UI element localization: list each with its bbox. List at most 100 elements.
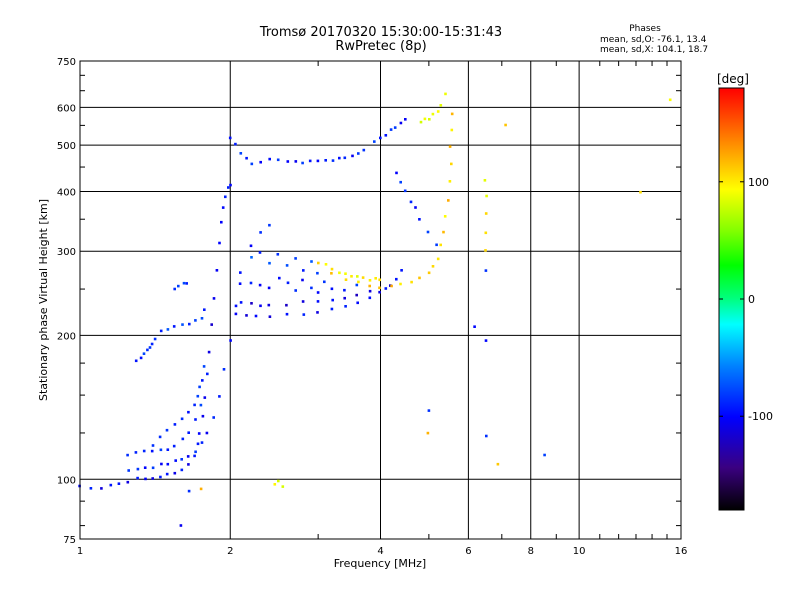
data-point — [180, 458, 183, 461]
data-point — [639, 190, 642, 194]
data-point — [127, 469, 130, 472]
data-point — [139, 356, 143, 360]
data-point — [136, 467, 140, 471]
data-point — [373, 140, 376, 143]
data-point — [435, 243, 438, 247]
colorbar-tick-label: 100 — [748, 176, 769, 189]
data-point — [390, 284, 393, 288]
data-point — [356, 301, 359, 305]
data-point — [316, 159, 320, 163]
data-point — [484, 212, 488, 215]
data-point — [378, 286, 381, 290]
data-point — [389, 128, 393, 131]
data-point — [384, 287, 388, 290]
data-point — [426, 431, 430, 435]
x-axis-label: Frequency [MHz] — [334, 557, 426, 570]
data-point — [276, 158, 280, 162]
data-point — [172, 325, 176, 328]
data-point — [414, 206, 417, 209]
data-point — [200, 441, 204, 444]
data-point — [144, 477, 147, 481]
data-point — [228, 136, 232, 140]
data-point — [193, 403, 196, 407]
data-point — [234, 142, 237, 146]
data-point — [224, 195, 227, 199]
data-point — [229, 339, 232, 342]
data-point — [448, 145, 452, 148]
y-tick-label: 200 — [57, 331, 76, 342]
data-point — [344, 272, 347, 275]
data-point — [368, 279, 372, 282]
data-point — [249, 281, 253, 285]
data-point — [323, 280, 326, 284]
plot-frame — [79, 60, 682, 540]
data-point — [276, 253, 280, 256]
x-tick-label: 10 — [573, 546, 586, 557]
data-point — [173, 287, 176, 291]
chart-title: Tromsø 20170320 15:30:00-15:31:43 — [259, 25, 503, 40]
data-point — [134, 359, 138, 363]
y-tick-label: 600 — [57, 103, 76, 114]
data-point — [450, 162, 453, 166]
data-point — [259, 304, 262, 308]
data-point — [485, 194, 488, 198]
data-point — [166, 448, 170, 451]
data-point — [158, 435, 162, 439]
phases-heading: Phases — [629, 24, 661, 34]
data-point — [179, 524, 183, 527]
data-point — [126, 453, 129, 457]
data-point — [173, 423, 177, 426]
data-point — [285, 303, 288, 307]
data-point — [205, 431, 209, 435]
y-axis-label: Stationary phase Virtual Height [km] — [37, 199, 50, 401]
grid-lines — [79, 60, 682, 540]
axis-ticks: 1 2 4 6 8 10 16 75 100 200 300 400 500 600 750 — [57, 57, 687, 557]
data-point — [428, 118, 431, 121]
data-point — [285, 264, 289, 267]
y-tick-label: 75 — [63, 535, 76, 546]
data-point — [187, 463, 190, 466]
data-point — [146, 348, 149, 352]
data-point — [368, 289, 372, 293]
data-point — [427, 271, 431, 275]
data-point — [136, 476, 139, 480]
data-point — [330, 267, 334, 271]
data-point — [181, 323, 184, 326]
data-point — [310, 286, 313, 290]
data-point — [324, 263, 328, 266]
chart-subtitle: RwPretec (8p) — [335, 39, 427, 54]
data-point — [310, 260, 313, 263]
data-point — [188, 322, 191, 326]
data-point — [203, 308, 206, 311]
data-point — [267, 303, 271, 307]
data-point — [450, 112, 454, 116]
data-point — [245, 156, 248, 160]
data-point — [227, 186, 230, 189]
y-tick-label: 500 — [57, 141, 76, 152]
data-point — [126, 480, 130, 484]
data-point — [362, 148, 366, 152]
data-point — [180, 468, 184, 472]
data-point — [250, 162, 254, 166]
data-point — [239, 301, 243, 304]
data-point — [485, 434, 488, 438]
data-point — [198, 385, 201, 389]
data-point — [277, 479, 280, 483]
data-point — [187, 489, 191, 493]
data-point — [436, 257, 440, 261]
data-point — [351, 154, 354, 158]
data-point — [316, 300, 320, 303]
data-point — [222, 368, 226, 371]
data-point — [215, 269, 219, 272]
data-point — [294, 257, 297, 260]
data-point — [194, 418, 197, 421]
data-point — [199, 487, 203, 491]
data-point — [206, 372, 209, 376]
data-point — [218, 241, 221, 245]
data-point — [143, 466, 147, 469]
data-point — [172, 444, 176, 448]
data-point — [399, 121, 403, 125]
data-point — [316, 291, 320, 294]
data-point — [355, 293, 358, 297]
data-point — [259, 231, 262, 234]
